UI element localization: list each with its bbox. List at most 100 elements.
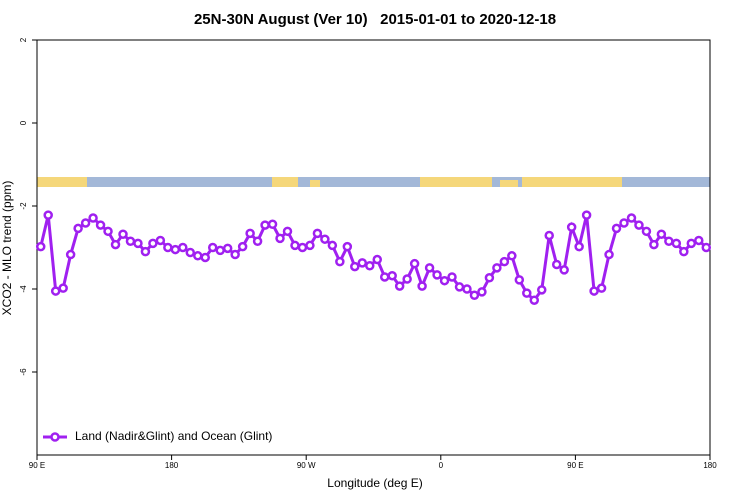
data-point [163, 242, 173, 253]
land-band [310, 180, 320, 187]
x-tick-label: 90 E [567, 461, 583, 470]
x-tick-label: 180 [165, 461, 179, 470]
data-point [365, 261, 375, 271]
data-point [447, 272, 457, 282]
data-point [35, 241, 46, 252]
data-point [133, 238, 143, 249]
data-point [596, 283, 607, 293]
data-point [215, 245, 225, 256]
data-point [507, 251, 517, 261]
data-point [320, 234, 330, 244]
data-point [327, 240, 338, 251]
data-point [641, 226, 652, 237]
data-point [417, 281, 427, 291]
y-tick-label: -6 [19, 368, 28, 376]
data-point [462, 284, 472, 294]
data-point [566, 222, 577, 232]
data-point [604, 249, 614, 260]
x-tick-label: 180 [703, 461, 717, 470]
data-point [522, 288, 532, 298]
legend-marker [50, 432, 60, 442]
data-point [230, 249, 240, 260]
data-point [58, 283, 68, 293]
x-tick-label: 90 W [297, 461, 316, 470]
data-point [95, 220, 106, 230]
ocean-band [37, 177, 710, 187]
data-point [701, 242, 712, 253]
data-point [679, 246, 689, 257]
data-point [335, 256, 345, 267]
y-tick-label: 2 [19, 37, 28, 42]
data-point [275, 233, 285, 244]
data-point [222, 243, 233, 254]
data-point [50, 286, 61, 296]
data-point [394, 281, 405, 291]
data-point [484, 273, 495, 283]
data-point [424, 263, 435, 273]
data-point [589, 286, 599, 296]
data-point [514, 275, 525, 285]
data-point [372, 254, 382, 265]
land-band [522, 177, 622, 187]
data-point [477, 287, 487, 297]
data-point [80, 218, 91, 228]
data-point [200, 252, 210, 263]
data-point [193, 251, 203, 261]
data-point [499, 256, 510, 267]
data-point [43, 210, 53, 220]
data-point [686, 238, 697, 249]
data-point [73, 223, 83, 234]
data-point [432, 270, 442, 280]
data-point [387, 270, 397, 281]
data-point [537, 285, 547, 295]
data-point [634, 220, 644, 230]
legend: Land (Nadir&Glint) and Ocean (Glint) [43, 429, 272, 443]
data-point [267, 219, 278, 230]
chart-title: 25N-30N August (Ver 10) 2015-01-01 to 20… [194, 11, 556, 28]
data-point [118, 229, 128, 239]
data-point [454, 282, 465, 292]
data-point [305, 240, 315, 251]
data-point [559, 265, 569, 275]
data-point [492, 263, 502, 273]
data-point [409, 258, 420, 269]
map-strip [37, 177, 710, 187]
data-point [350, 261, 360, 272]
data-point [357, 258, 368, 268]
data-point [402, 274, 412, 284]
y-tick-label: -2 [19, 202, 28, 210]
data-point [619, 218, 629, 228]
data-point [260, 220, 270, 230]
data-point [379, 272, 390, 282]
data-point [312, 228, 323, 239]
data-point [245, 228, 255, 239]
data-point [125, 236, 136, 247]
data-point [469, 290, 480, 300]
x-tick-label: 90 E [29, 461, 45, 470]
data-point [342, 241, 353, 252]
x-tick-label: 0 [439, 461, 444, 470]
data-point [178, 242, 188, 253]
data-point [170, 244, 181, 255]
legend-label: Land (Nadir&Glint) and Ocean (Glint) [75, 429, 272, 443]
data-point [574, 241, 584, 252]
data-point [148, 238, 158, 249]
data-point [439, 275, 450, 286]
data-point [237, 241, 248, 252]
data-point [65, 249, 76, 260]
land-band [500, 180, 518, 187]
y-tick-label: 0 [19, 120, 28, 125]
data-point [671, 238, 682, 249]
data-point [649, 239, 659, 250]
data-point [529, 295, 540, 305]
y-axis-label: XCO2 - MLO trend (ppm) [0, 181, 14, 316]
data-point [290, 240, 300, 251]
data-point [207, 242, 218, 253]
data-point [656, 229, 667, 239]
data-point [155, 235, 166, 246]
data-point [110, 239, 121, 250]
land-band [37, 177, 87, 187]
data-point [140, 246, 151, 257]
data-point [297, 242, 308, 253]
